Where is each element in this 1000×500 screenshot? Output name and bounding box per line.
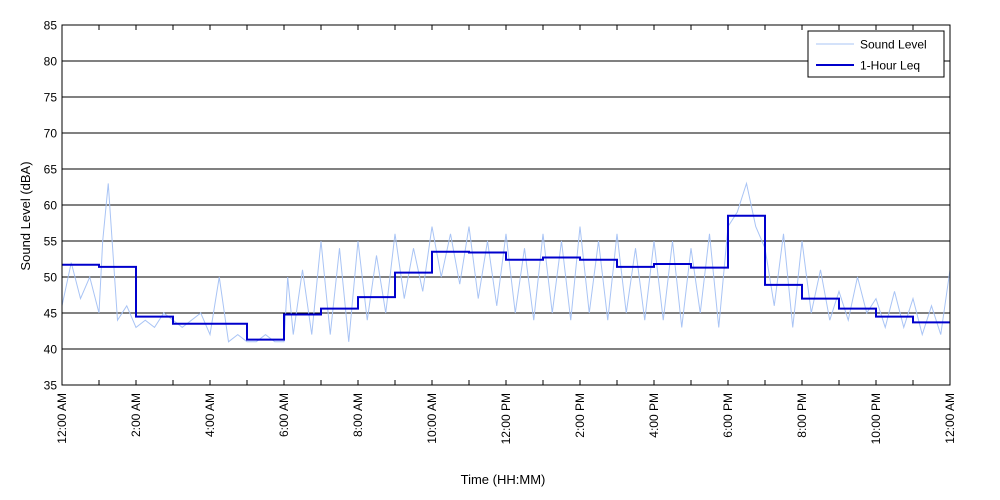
legend-label: 1-Hour Leq [860,59,920,73]
series-line-leq [62,214,950,341]
legend-label: Sound Level [860,38,927,52]
y-tick-label: 50 [44,271,58,285]
y-tick-label: 35 [44,379,58,393]
x-tick-label: 12:00 PM [499,393,513,444]
y-tick-label: 45 [44,307,58,321]
x-tick-label: 6:00 PM [721,393,735,438]
legend: Sound Level 1-Hour Leq [807,30,945,78]
x-tick-label: 6:00 AM [277,393,291,437]
series-line-sound-level [61,181,951,343]
x-tick-label: 8:00 AM [351,393,365,437]
x-tick-label: 2:00 AM [129,393,143,437]
y-tick-label: 40 [44,343,58,357]
y-tick-label: 60 [44,199,58,213]
legend-box [807,30,945,78]
y-tick-label: 55 [44,235,58,249]
x-axis-label: Time (HH:MM) [461,472,546,487]
y-tick-label: 70 [44,127,58,141]
x-tick-label: 12:00 AM [943,393,957,444]
x-tick-label: 8:00 PM [795,393,809,438]
x-tick-label: 2:00 PM [573,393,587,438]
x-tick-label: 10:00 PM [869,393,883,444]
series-layer [61,181,951,343]
x-tick-label: 4:00 PM [647,393,661,438]
axis-ticks: 35 40 45 50 55 60 65 70 75 80 85 12:00 AM 2:00 AM 4:0… [44,19,957,445]
y-axis-label: Sound Level (dBA) [18,161,33,270]
x-tick-label: 12:00 AM [55,393,69,444]
y-tick-label: 80 [44,55,58,69]
y-tick-label: 85 [44,19,58,33]
grid-lines [62,24,950,386]
y-tick-label: 75 [44,91,58,105]
y-tick-label: 65 [44,163,58,177]
x-tick-label: 4:00 AM [203,393,217,437]
x-tick-label: 10:00 AM [425,393,439,444]
